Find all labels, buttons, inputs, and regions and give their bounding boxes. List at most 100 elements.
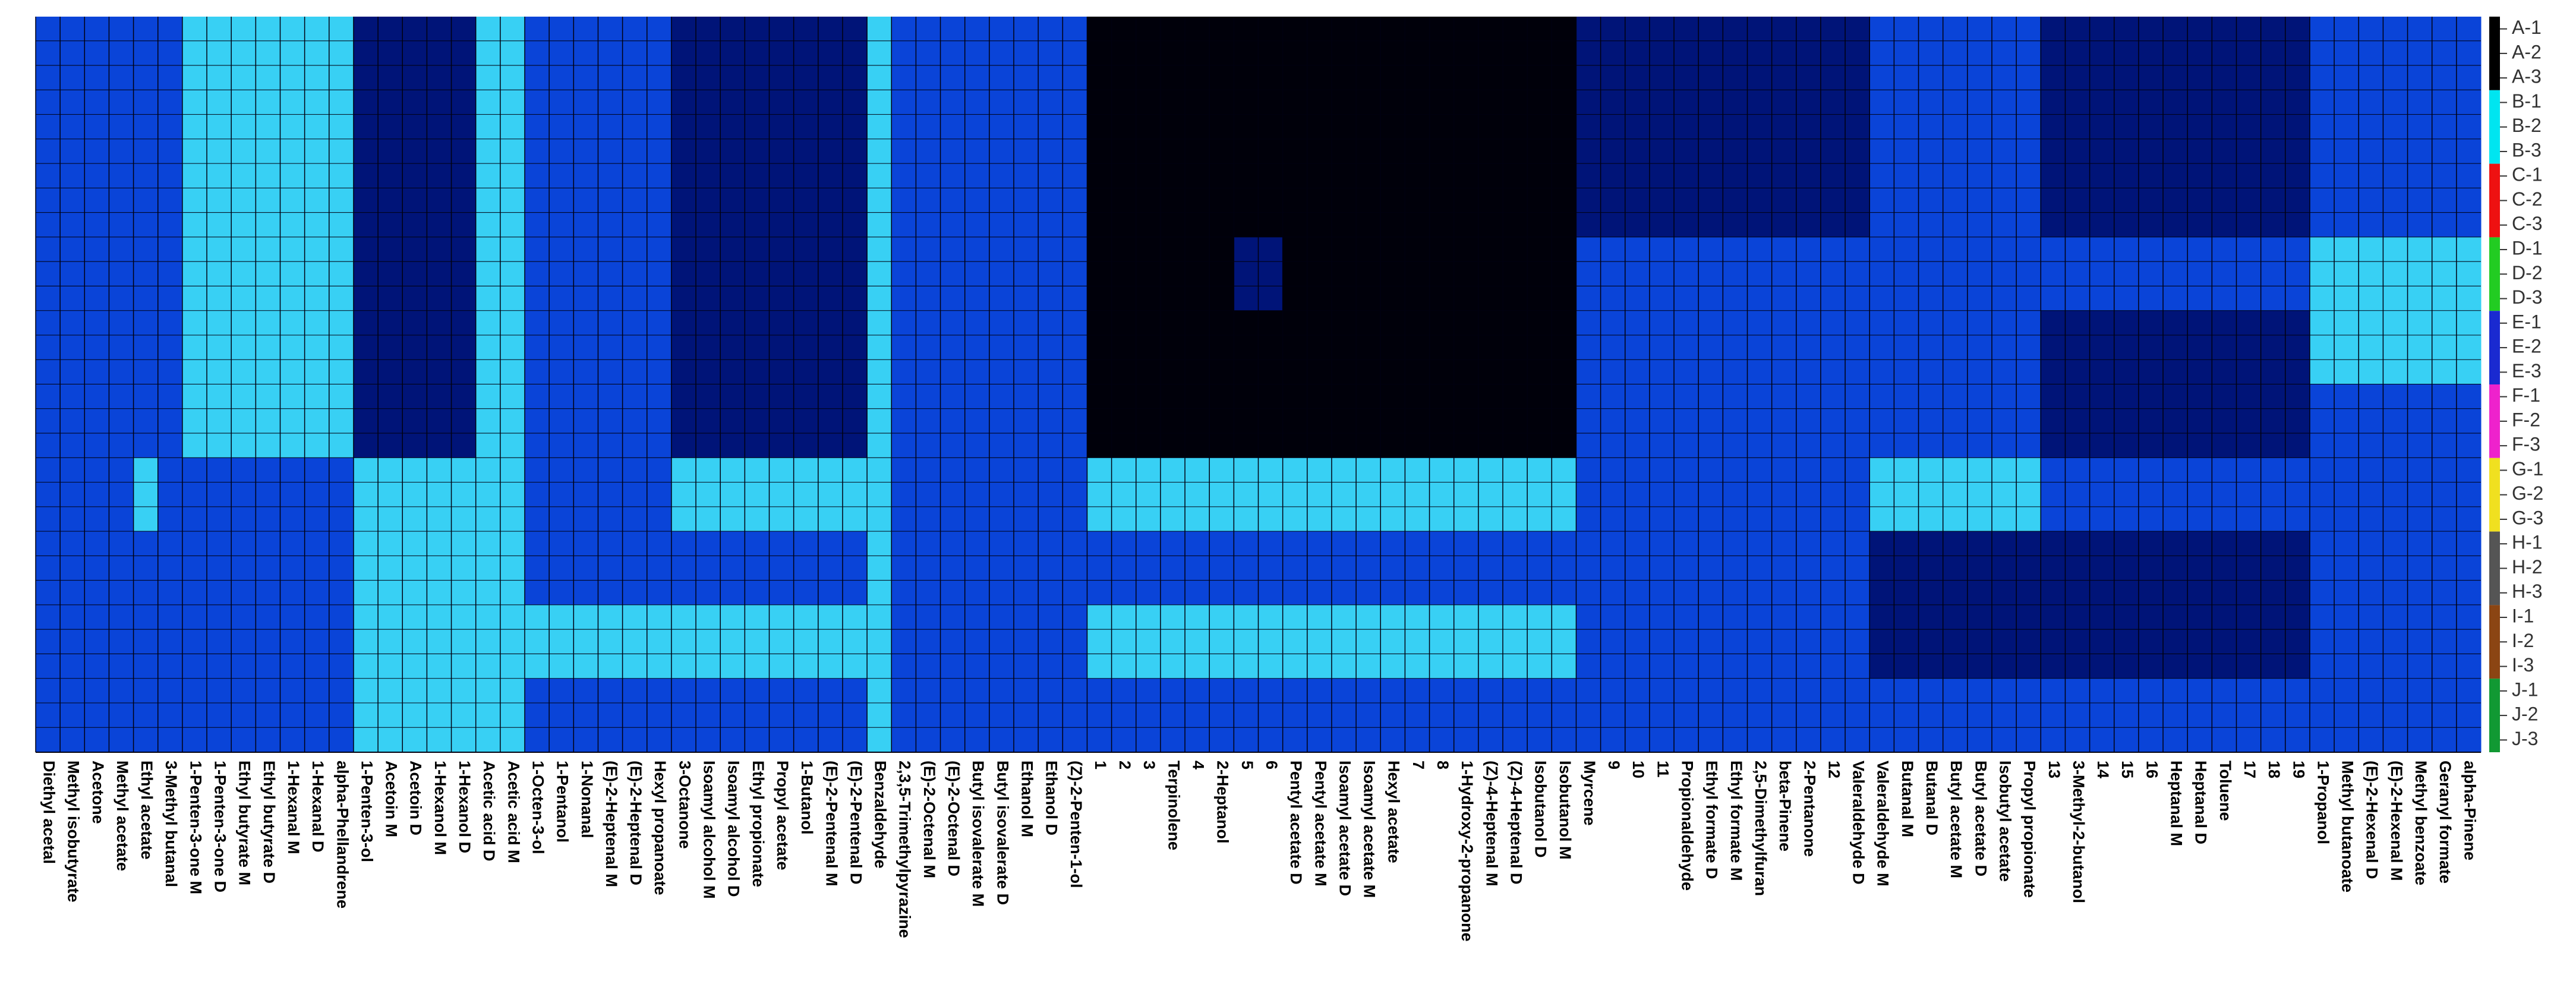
heatmap-cell [1918, 115, 1944, 140]
heatmap-cell [500, 482, 525, 507]
heatmap-cell [1918, 679, 1944, 704]
x-tick-label: Diethyl acetal [40, 761, 58, 864]
heatmap-cell [2163, 139, 2188, 165]
heatmap-cell [1331, 261, 1357, 287]
heatmap-cell [720, 629, 745, 655]
heatmap-cell [891, 605, 916, 630]
heatmap-cell [647, 581, 672, 605]
heatmap-cell [1111, 703, 1137, 728]
heatmap-cell [1258, 629, 1284, 655]
heatmap-cell [2383, 139, 2408, 165]
heatmap-cell [1503, 433, 1528, 459]
heatmap-cell [256, 679, 280, 704]
heatmap-cell [1258, 359, 1284, 385]
heatmap-cell [60, 90, 85, 115]
heatmap-cell [745, 188, 770, 213]
heatmap-cell [2456, 188, 2482, 213]
heatmap-cell [1087, 727, 1112, 753]
heatmap-cell [1478, 286, 1503, 311]
heatmap-cell [2089, 90, 2115, 115]
heatmap-cell [1600, 605, 1626, 630]
heatmap-cell [696, 65, 721, 91]
heatmap-cell [256, 629, 280, 655]
heatmap-cell [940, 65, 966, 91]
heatmap-cell [989, 384, 1014, 409]
heatmap-cell [745, 605, 770, 630]
heatmap-cell [1894, 163, 1919, 189]
heatmap-cell [304, 433, 330, 459]
heatmap-cell [133, 359, 159, 385]
heatmap-cell [1160, 90, 1185, 115]
heatmap-cell [622, 65, 648, 91]
heatmap-cell [891, 727, 916, 753]
heatmap-cell [1723, 531, 1748, 557]
heatmap-cell [1282, 311, 1308, 336]
heatmap-cell [1209, 605, 1234, 630]
heatmap-cell [622, 629, 648, 655]
heatmap-cell [964, 654, 990, 679]
heatmap-cell [60, 17, 85, 42]
heatmap-cell [280, 286, 305, 311]
heatmap-cell [769, 359, 794, 385]
heatmap-cell [1820, 311, 1846, 336]
x-tick-label: Ethyl formate D [1703, 761, 1721, 879]
heatmap-cell [2187, 41, 2212, 67]
heatmap-cell [182, 17, 207, 42]
heatmap-cell [1967, 581, 1992, 605]
heatmap-cell [598, 507, 623, 532]
heatmap-cell [2187, 213, 2212, 238]
heatmap-cell [157, 531, 183, 557]
heatmap-cell [1429, 605, 1455, 630]
heatmap-cell [2407, 654, 2433, 679]
heatmap-cell [549, 482, 574, 507]
heatmap-cell [1429, 41, 1455, 67]
heatmap-cell [1062, 679, 1087, 704]
heatmap-cell [867, 286, 892, 311]
y-tick-label: E-1 [2512, 311, 2542, 332]
heatmap-cell [1576, 384, 1601, 409]
heatmap-cell [1307, 629, 1332, 655]
heatmap-cell [891, 41, 916, 67]
heatmap-cell [696, 458, 721, 483]
heatmap-cell [207, 581, 232, 605]
heatmap-cell [696, 237, 721, 263]
heatmap-cell [745, 384, 770, 409]
heatmap-cell [2359, 654, 2383, 679]
heatmap-cell [964, 507, 990, 532]
heatmap-cell [1160, 384, 1185, 409]
heatmap-cell [1869, 727, 1894, 753]
heatmap-cell [916, 433, 941, 459]
heatmap-cell [1820, 581, 1846, 605]
heatmap-cell [1552, 458, 1577, 483]
heatmap-cell [378, 17, 403, 42]
heatmap-cell [916, 531, 941, 557]
heatmap-cell [329, 261, 354, 287]
heatmap-cell [989, 286, 1014, 311]
heatmap-cell [1062, 286, 1087, 311]
heatmap-cell [940, 654, 966, 679]
heatmap-cell [2432, 629, 2457, 655]
heatmap-cell [2065, 65, 2091, 91]
x-tick-label: (Z)-4-Heptenal D [1507, 761, 1525, 885]
heatmap-cell [1527, 654, 1552, 679]
heatmap-cell [1160, 556, 1185, 581]
heatmap-cell [402, 703, 427, 728]
heatmap-cell [2089, 703, 2115, 728]
heatmap-cell [647, 556, 672, 581]
heatmap-cell [1258, 335, 1284, 361]
heatmap-cell [867, 581, 892, 605]
heatmap-cell [1209, 654, 1234, 679]
heatmap-cell [2212, 65, 2237, 91]
heatmap-cell [256, 531, 280, 557]
heatmap-cell [427, 629, 452, 655]
heatmap-cell [256, 311, 280, 336]
heatmap-cell [1478, 727, 1503, 753]
heatmap-cell [157, 335, 183, 361]
heatmap-cell [182, 90, 207, 115]
heatmap-cell [2383, 433, 2408, 459]
heatmap-cell [1307, 507, 1332, 532]
heatmap-cell [1894, 556, 1919, 581]
heatmap-cell [525, 139, 550, 165]
heatmap-cell [84, 188, 109, 213]
